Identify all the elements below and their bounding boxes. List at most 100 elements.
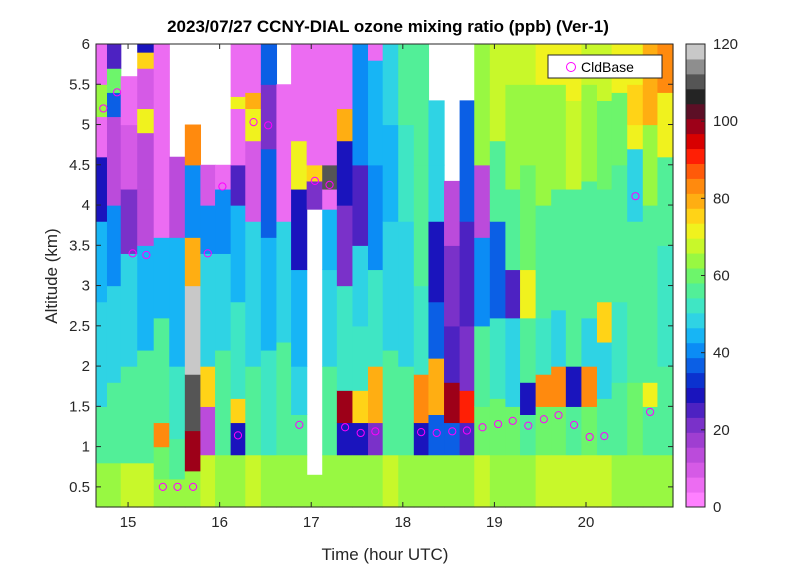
heatmap-cell: [230, 108, 246, 166]
y-tick-label: 3: [82, 278, 90, 295]
heatmap-cell: [215, 454, 232, 508]
heatmap-cell: [581, 454, 598, 508]
heatmap-cell: [474, 454, 491, 508]
heatmap-cell: [382, 44, 399, 126]
heatmap-cell: [657, 92, 674, 158]
heatmap-cell: [520, 164, 537, 271]
colorbar-segment: [686, 268, 705, 284]
heatmap-cell: [153, 237, 170, 319]
heatmap-cell: [352, 454, 369, 508]
cloud-base-marker: [310, 176, 319, 185]
heatmap-cell: [535, 406, 552, 456]
colorbar-ticks: 0 20 40 60 80 100 120: [701, 36, 738, 516]
heatmap-cell: [642, 124, 659, 206]
heatmap-cell: [215, 253, 232, 351]
heatmap-cell: [551, 406, 567, 456]
heatmap-cell: [565, 454, 583, 508]
cloud-base-marker: [188, 482, 198, 491]
heatmap-cell: [459, 221, 475, 327]
heatmap-cell: [184, 470, 202, 508]
heatmap-cell: [322, 209, 338, 271]
heatmap-cell: [352, 422, 369, 456]
heatmap-cell: [200, 205, 216, 254]
heatmap-cell: [565, 188, 583, 319]
heatmap-cell: [505, 406, 521, 456]
heatmap-cell: [336, 108, 354, 142]
heatmap-cell: [413, 164, 430, 287]
heatmap-cell: [611, 92, 628, 166]
heatmap-cell: [520, 84, 537, 166]
cloud-base-marker: [173, 482, 182, 491]
heatmap-cell: [184, 124, 202, 166]
heatmap-cell: [322, 366, 338, 456]
colorbar-segment: [686, 178, 705, 194]
heatmap-cell: [106, 285, 122, 383]
heatmap-cell: [642, 205, 659, 287]
heatmap-cell: [153, 446, 170, 480]
heatmap-cell: [474, 237, 491, 327]
colorbar-tick-label: 40: [713, 345, 730, 362]
heatmap-cell: [413, 374, 430, 424]
x-tick-label: 19: [486, 514, 503, 531]
colorbar-segment: [686, 372, 705, 389]
heatmap-cell: [368, 366, 384, 424]
heatmap-cell: [260, 44, 278, 85]
heatmap-cell: [535, 454, 552, 508]
heatmap-cell: [611, 164, 628, 246]
legend-entry-cldbase: CldBase: [581, 59, 634, 75]
colorbar-segment: [686, 387, 705, 403]
colorbar-segment: [686, 193, 705, 209]
heatmap-cell: [459, 390, 475, 424]
heatmap-cell: [260, 349, 278, 456]
heatmap-cell: [657, 245, 674, 367]
heatmap-cell: [291, 414, 308, 456]
heatmap-cell: [459, 100, 475, 222]
cloud-base-marker: [249, 118, 258, 127]
y-axis-label: Altitude (km): [42, 228, 61, 323]
heatmap-cell: [260, 148, 278, 238]
heatmap-cell: [352, 164, 369, 246]
heatmap-cell: [291, 366, 308, 415]
heatmap-cell: [352, 390, 369, 424]
plot-frame: [95, 43, 674, 508]
heatmap-cell: [200, 406, 216, 456]
heatmap-cell: [230, 96, 246, 110]
heatmap-cell: [200, 366, 216, 407]
heatmap-cell: [520, 44, 537, 85]
heatmap-cell: [106, 116, 122, 206]
heatmap-cell: [413, 44, 430, 166]
heatmap-cell: [245, 140, 262, 222]
heatmap-cell: [474, 325, 491, 407]
heatmap-cell: [413, 454, 430, 508]
heatmap-cell: [505, 454, 521, 508]
heatmap-cell: [627, 454, 644, 508]
heatmap-cell: [276, 454, 292, 508]
cloud-base-marker: [432, 428, 441, 438]
heatmap-cell: [137, 108, 155, 134]
heatmap-cell: [245, 454, 262, 508]
heatmap-cell: [291, 188, 308, 271]
heatmap-cell: [137, 52, 155, 69]
colorbar-segments: [686, 44, 705, 508]
heatmap-cell: [657, 454, 674, 508]
heatmap-cell: [137, 188, 155, 246]
cloud-base-marker: [539, 415, 548, 424]
heatmap-cell: [306, 474, 323, 508]
x-axis-ticks: 15 16 17 18 19 20: [120, 44, 594, 531]
heatmap-cell: [106, 205, 122, 287]
colorbar-segment: [686, 73, 705, 90]
heatmap-cell: [184, 285, 202, 375]
heatmap-cell: [153, 317, 170, 424]
cloud-base-marker: [128, 249, 137, 258]
heatmap-cell: [200, 454, 216, 508]
legend-marker: [566, 62, 576, 72]
heatmap-cell: [137, 349, 155, 464]
y-tick-label: 4.5: [69, 157, 90, 174]
heatmap-cell: [520, 269, 537, 319]
heatmap-cell: [627, 221, 644, 383]
heatmap-cell: [120, 124, 138, 190]
heatmap-cell: [352, 245, 369, 327]
heatmap-cell: [184, 164, 202, 238]
heatmap-cell: [96, 221, 108, 303]
heatmap-cell: [106, 44, 122, 69]
